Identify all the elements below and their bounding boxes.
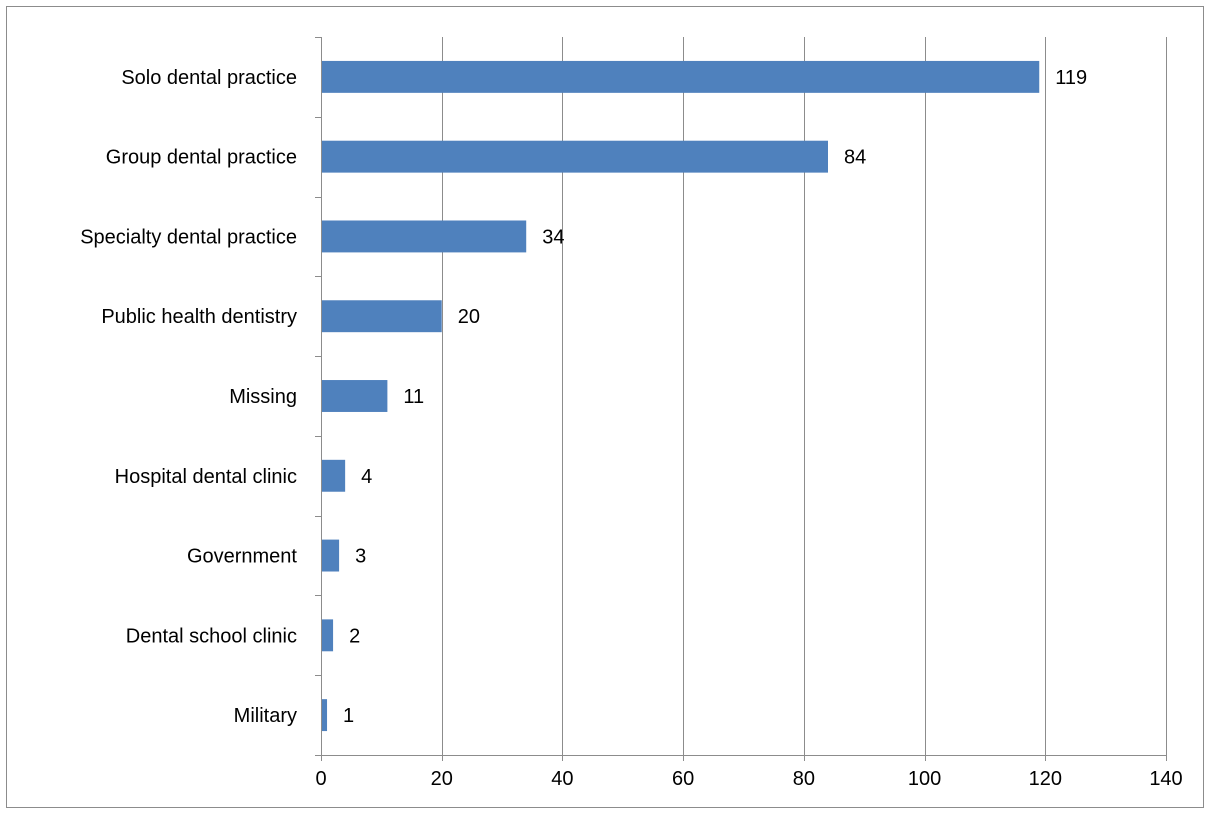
data-label: 11: [403, 386, 424, 408]
data-label: 3: [355, 546, 366, 568]
chart-frame: [6, 6, 1204, 808]
data-label: 119: [1055, 67, 1087, 89]
bar: [322, 220, 527, 253]
data-label: 4: [361, 466, 372, 488]
x-tick-label: 120: [1029, 768, 1062, 790]
category-label: Public health dentistry: [101, 306, 297, 328]
bar: [322, 380, 388, 412]
x-tick-label: 20: [431, 768, 453, 790]
category-label: Hospital dental clinic: [115, 466, 297, 488]
axes: [315, 37, 1167, 761]
category-label: Solo dental practice: [121, 67, 297, 89]
x-tick-label: 80: [793, 768, 815, 790]
data-label: 84: [844, 147, 866, 169]
data-label: 1: [343, 705, 354, 727]
category-label: Missing: [229, 386, 297, 408]
bar: [322, 300, 442, 333]
category-label: Military: [234, 705, 297, 727]
x-tick-label: 100: [908, 768, 941, 790]
data-label: 20: [458, 306, 480, 328]
bar: [322, 619, 334, 652]
x-tick-label: 60: [672, 768, 694, 790]
data-label: 34: [542, 226, 564, 248]
bar: [322, 459, 346, 492]
bar: [322, 140, 828, 173]
category-label: Dental school clinic: [126, 625, 297, 647]
x-tick-label: 40: [551, 768, 573, 790]
category-label: Group dental practice: [106, 147, 297, 169]
bar: [322, 699, 328, 732]
category-label: Government: [187, 546, 297, 568]
data-label: 2: [349, 625, 360, 647]
bar: [322, 539, 340, 572]
bars: [322, 60, 1040, 732]
x-tick-label: 140: [1149, 768, 1182, 790]
bar: [322, 60, 1040, 93]
x-tick-label: 0: [315, 768, 326, 790]
category-label: Specialty dental practice: [80, 226, 297, 248]
